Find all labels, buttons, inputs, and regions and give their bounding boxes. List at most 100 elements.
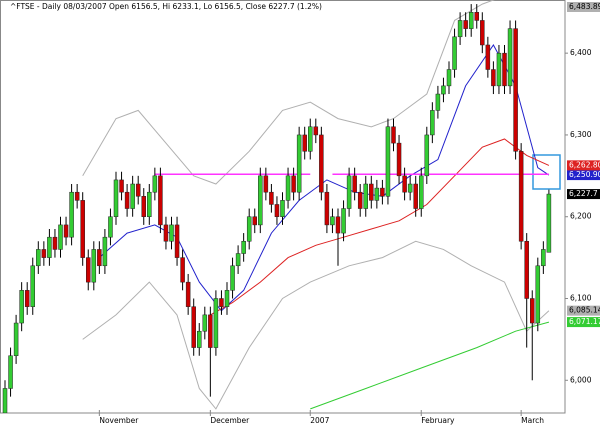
candle-body — [296, 134, 302, 193]
candle-body — [91, 249, 97, 283]
candle-body — [36, 249, 41, 267]
candle-body — [430, 110, 435, 136]
y-tick-label: 6,200 — [570, 212, 592, 221]
candle-body — [546, 193, 552, 253]
value-label: 6,483.89 — [569, 2, 600, 11]
x-tick-label: March — [521, 416, 544, 425]
candle-body — [352, 175, 357, 193]
candle-body — [330, 216, 335, 226]
highlight-box — [532, 154, 561, 190]
candle-body — [402, 175, 407, 193]
candle-body — [19, 290, 24, 324]
candle-body — [541, 249, 546, 267]
indicator-line — [82, 240, 550, 410]
candle-body — [13, 322, 19, 357]
candle-body — [524, 241, 529, 299]
candle-body — [363, 183, 368, 209]
x-tick-label: 2007 — [310, 416, 329, 425]
candle-body — [357, 191, 363, 209]
candle-body — [169, 224, 174, 242]
candle-body — [241, 241, 246, 254]
candle-body — [208, 314, 213, 348]
candle-body — [8, 355, 13, 389]
candle-body — [468, 12, 474, 29]
candle-body — [152, 175, 158, 193]
candle-body — [63, 224, 69, 238]
candle-body — [102, 236, 108, 267]
candle-body — [474, 12, 479, 21]
candle-body — [213, 298, 219, 348]
candle-body — [97, 249, 102, 267]
candle-body — [369, 183, 374, 201]
y-tick-label: 6,100 — [570, 294, 592, 303]
value-label: 6,250.90 — [569, 170, 600, 179]
candle-body — [313, 126, 319, 136]
y-tick-label: 6,400 — [570, 48, 592, 57]
candle-body — [435, 93, 441, 111]
x-tick-label: November — [99, 416, 139, 425]
candle-body — [385, 126, 391, 197]
x-tick-label: February — [421, 416, 455, 425]
candle-body — [41, 249, 47, 258]
candle-body — [407, 183, 413, 193]
candle-body — [141, 196, 146, 217]
candle-body — [124, 191, 130, 209]
candle-body — [518, 151, 524, 242]
candle-body — [496, 52, 502, 87]
candle-body — [135, 183, 141, 197]
candle-body — [52, 236, 58, 250]
candle-body — [174, 224, 180, 258]
y-tick-label: 6,000 — [570, 375, 592, 384]
y-tick-label: 6,300 — [570, 130, 592, 139]
candle-body — [396, 142, 402, 177]
candle-body — [24, 290, 30, 307]
chart-title: ^FTSE - Daily 08/03/2007 Open 6156.5, Hi… — [10, 2, 322, 11]
candle-body — [391, 126, 396, 144]
candle-body — [380, 187, 385, 197]
candle-body — [224, 290, 230, 307]
candle-body — [119, 179, 124, 193]
candle-body — [452, 36, 457, 70]
value-box — [567, 317, 600, 328]
candle-body — [424, 134, 430, 177]
candle-body — [419, 175, 424, 209]
candle-body — [130, 183, 135, 209]
candle-body — [491, 69, 496, 87]
value-label: 6,262.80 — [569, 160, 600, 169]
candle-body — [74, 191, 80, 201]
candle-body — [235, 253, 241, 267]
candle-body — [219, 298, 224, 307]
candle-body — [324, 191, 330, 226]
x-tick-label: December — [210, 416, 250, 425]
candle-body — [457, 20, 463, 38]
candle-body — [308, 126, 313, 152]
candle-body — [335, 216, 341, 234]
candle-body — [258, 175, 263, 226]
candle-body — [69, 191, 74, 238]
indicator-line — [210, 138, 550, 316]
candle-body — [163, 224, 169, 242]
candle-body — [246, 216, 252, 242]
candle-body — [341, 208, 346, 234]
indicator-line — [82, 0, 495, 185]
candle-body — [230, 265, 235, 291]
candle-body — [374, 187, 380, 201]
value-box — [567, 160, 600, 171]
candle-body — [80, 200, 85, 258]
candle-body — [274, 204, 280, 217]
candle-body — [480, 20, 485, 46]
value-box — [567, 170, 600, 181]
candle-body — [30, 265, 35, 307]
value-label: 6,071.17 — [569, 317, 600, 326]
candle-body — [535, 265, 541, 324]
candle-body — [530, 298, 535, 324]
candle-body — [319, 134, 324, 193]
candle-body — [185, 281, 191, 307]
candle-body — [2, 388, 8, 413]
plot-area — [2, 0, 552, 413]
candle-body — [413, 183, 418, 209]
candle-body — [47, 236, 52, 258]
candle-body — [485, 44, 491, 70]
candle-body — [252, 216, 257, 226]
